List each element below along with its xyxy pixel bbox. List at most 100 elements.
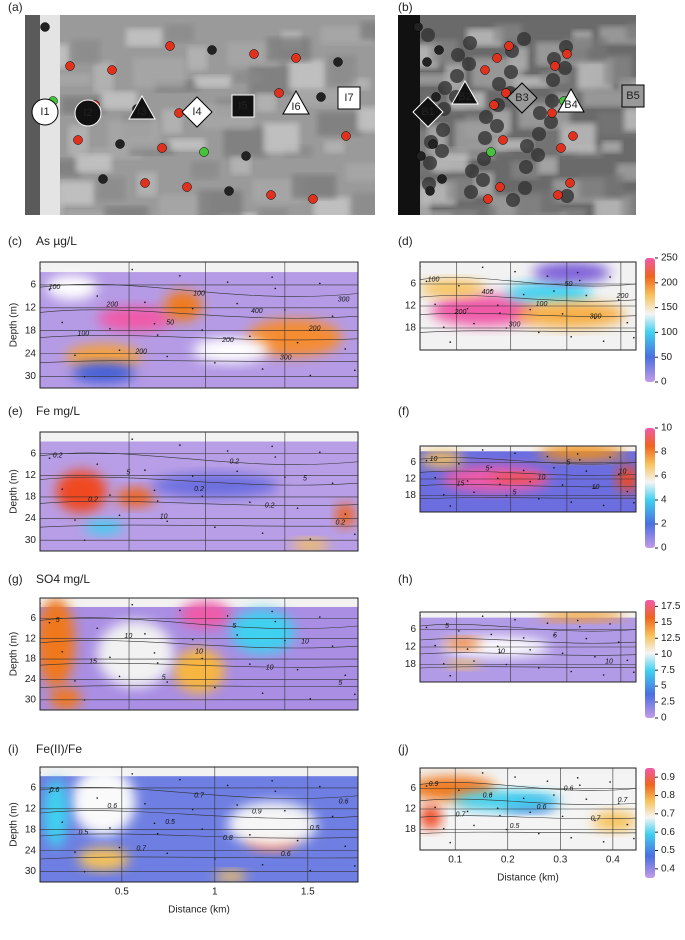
sample-point xyxy=(354,533,356,536)
contour-label: 5 xyxy=(513,490,517,497)
sample-point xyxy=(561,815,564,818)
contour-line xyxy=(420,330,636,333)
contour-region xyxy=(164,290,203,322)
sample-point xyxy=(319,282,321,285)
contour-image xyxy=(40,432,358,551)
field xyxy=(263,122,300,153)
well xyxy=(504,41,514,51)
contour-line xyxy=(420,277,636,287)
contour-line xyxy=(40,283,358,297)
contour-region xyxy=(40,598,75,688)
sample-point xyxy=(226,450,229,452)
y-tick-label: 24 xyxy=(25,513,37,524)
contour-image xyxy=(40,767,358,882)
field xyxy=(356,107,375,132)
contour-label: 200 xyxy=(454,309,467,316)
tree xyxy=(546,73,560,87)
contour-label: 0.7 xyxy=(618,797,629,804)
sample-point xyxy=(48,288,51,291)
well xyxy=(291,53,301,63)
tree xyxy=(451,48,465,62)
sample-point xyxy=(74,519,76,521)
sample-point xyxy=(249,335,251,338)
y-tick-label: 18 xyxy=(405,824,417,835)
field xyxy=(451,206,496,215)
field xyxy=(537,156,558,175)
y-tick-label: 18 xyxy=(405,659,417,670)
sample-point xyxy=(546,780,549,782)
contour-label: 5 xyxy=(232,623,236,630)
colorbar-tick-label: 10 xyxy=(661,423,673,434)
panel-label: (b) xyxy=(398,0,413,14)
contour-region xyxy=(43,778,69,848)
field xyxy=(165,23,194,42)
contour-line xyxy=(40,856,358,860)
sample-point xyxy=(617,473,620,476)
sample-point xyxy=(331,482,334,484)
sample-point xyxy=(594,487,596,490)
contour-region xyxy=(420,451,464,468)
sample-point xyxy=(514,776,516,778)
sample-point xyxy=(585,294,588,297)
sample-point xyxy=(609,456,611,459)
well xyxy=(437,174,447,184)
sample-point xyxy=(144,469,146,471)
colorbar xyxy=(645,258,655,382)
well xyxy=(341,131,351,141)
tree xyxy=(518,181,532,195)
sample-point xyxy=(261,692,264,694)
contour-label: 0.2 xyxy=(229,459,239,466)
colorbar-tick-label: 6 xyxy=(661,471,667,482)
sample-point xyxy=(458,630,460,632)
y-axis-label: Depth (m) xyxy=(9,303,20,347)
contour-image xyxy=(40,598,358,710)
tree xyxy=(533,106,547,120)
contour-line xyxy=(40,452,358,465)
field xyxy=(100,91,137,110)
sample-point xyxy=(61,488,64,490)
sample-point xyxy=(514,452,516,455)
sample-point xyxy=(626,659,629,662)
well xyxy=(483,194,493,204)
site-label: I2 xyxy=(83,107,92,119)
sample-point xyxy=(529,308,531,311)
y-tick-label: 6 xyxy=(410,279,416,290)
contour-label: 10 xyxy=(497,649,505,656)
sample-point xyxy=(442,326,445,328)
well xyxy=(98,174,108,184)
colorbar-tick-label: 0 xyxy=(661,713,667,724)
contour-label: 0.7 xyxy=(456,812,467,819)
y-tick-label: 24 xyxy=(25,845,37,856)
sky xyxy=(40,767,358,777)
contour-line xyxy=(420,782,636,791)
plot-frame xyxy=(419,767,637,851)
tree xyxy=(438,81,452,95)
contour-label: 10 xyxy=(266,664,274,671)
sky xyxy=(40,262,358,273)
field xyxy=(324,140,345,153)
contour-line xyxy=(420,638,636,644)
colorbar-tick-label: 200 xyxy=(661,277,678,288)
contour-region xyxy=(592,811,636,832)
contour-label: 0.6 xyxy=(107,803,117,810)
contour-label: 100 xyxy=(428,276,440,283)
panel-label: (c) xyxy=(8,234,22,248)
field xyxy=(194,75,231,88)
contour-line xyxy=(40,662,358,668)
sample-point xyxy=(296,839,299,842)
tree xyxy=(463,36,477,50)
contour-label: 300 xyxy=(280,355,292,362)
sample-point xyxy=(271,610,273,613)
field xyxy=(626,21,636,40)
contour-line xyxy=(40,833,358,839)
contour-label: 100 xyxy=(49,284,61,291)
contour-label: 5 xyxy=(445,623,449,630)
y-tick-label: 30 xyxy=(25,371,37,382)
field xyxy=(126,28,163,47)
sample-point xyxy=(284,809,286,812)
contour-label: 10 xyxy=(592,484,600,491)
map: B1 B2 B3 B4 B5 xyxy=(398,15,645,215)
sample-point xyxy=(434,644,436,647)
y-tick-label: 18 xyxy=(405,323,417,334)
site-marker xyxy=(31,98,59,126)
